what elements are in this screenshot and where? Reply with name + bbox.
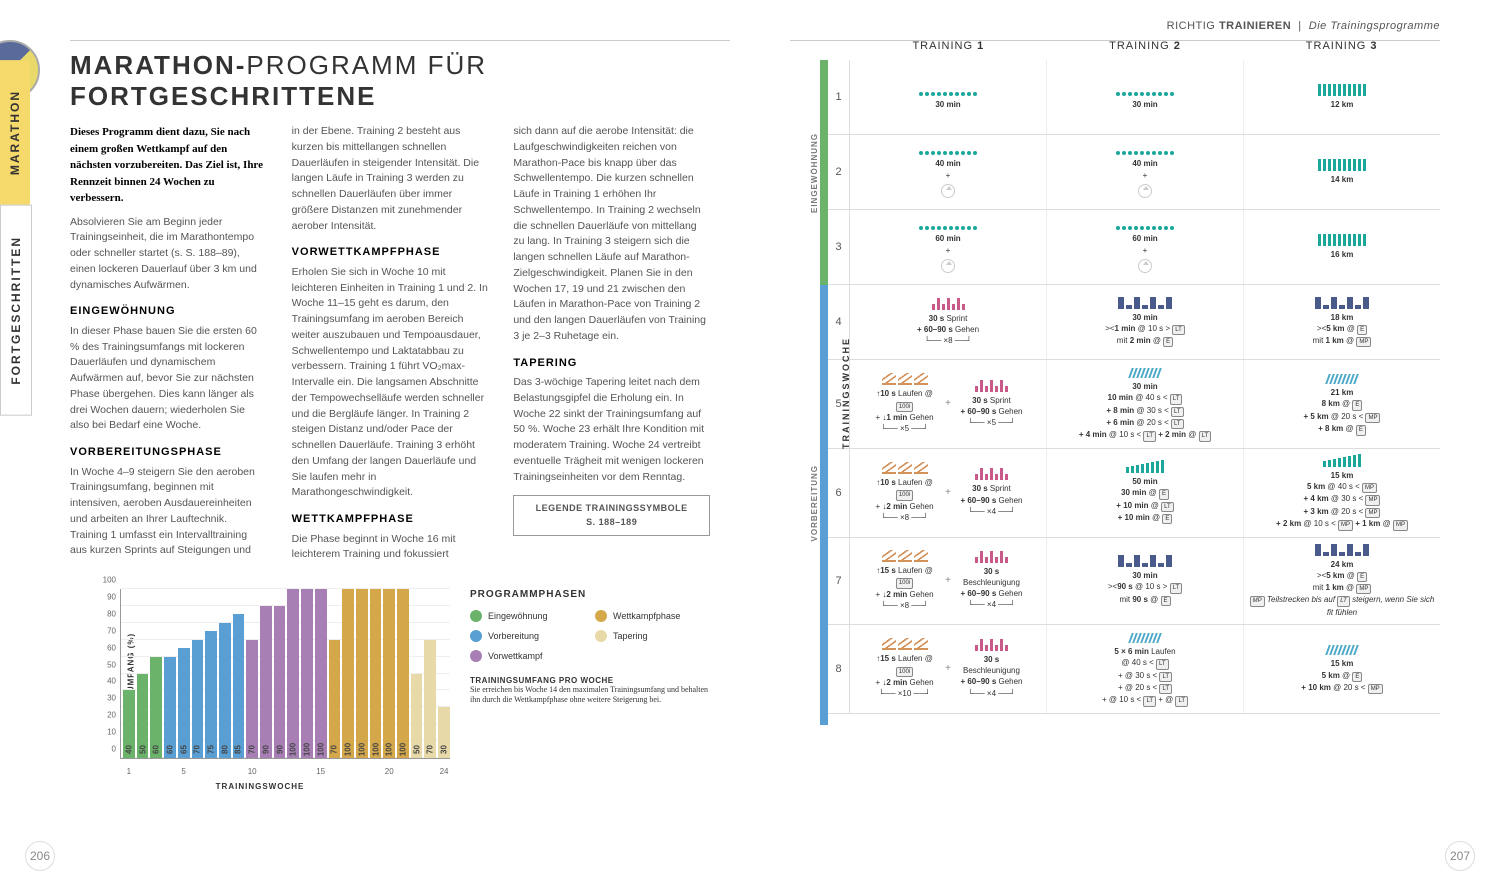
phase-legend: PROGRAMMPHASEN EingewöhnungWettkampfphas… [470, 589, 710, 789]
volume-chart: TRAININGSUMFANG (%) 01020304050607080901… [70, 589, 450, 789]
tab-level: FORTGESCHRITTEN [0, 205, 32, 416]
side-tabs: MARATHON FORTGESCHRITTEN [0, 60, 50, 416]
page-right: RICHTIG TRAINIEREN | Die Trainingsprogra… [750, 0, 1500, 896]
page-number: 206 [25, 841, 55, 871]
training-table: TRAININGSWOCHE 130 min30 min12 km240 min… [820, 60, 1440, 725]
training-header: TRAINING 1TRAINING 2TRAINING 3 [850, 40, 1440, 52]
page-title: MARATHON-PROGRAMM FÜR FORTGESCHRITTENE [70, 50, 710, 112]
page-number: 207 [1445, 841, 1475, 871]
tab-marathon: MARATHON [0, 60, 30, 205]
page-left: MARATHON FORTGESCHRITTEN MARATHON-PROGRA… [0, 0, 750, 896]
text-columns: Dieses Programm dient dazu, Sie nach ein… [70, 124, 710, 569]
intro: Dieses Programm dient dazu, Sie nach ein… [70, 124, 267, 207]
running-header: RICHTIG TRAINIEREN | Die Trainingsprogra… [1167, 20, 1440, 32]
legend-ref-box: LEGENDE TRAININGSSYMBOLE S. 188–189 [513, 495, 710, 536]
